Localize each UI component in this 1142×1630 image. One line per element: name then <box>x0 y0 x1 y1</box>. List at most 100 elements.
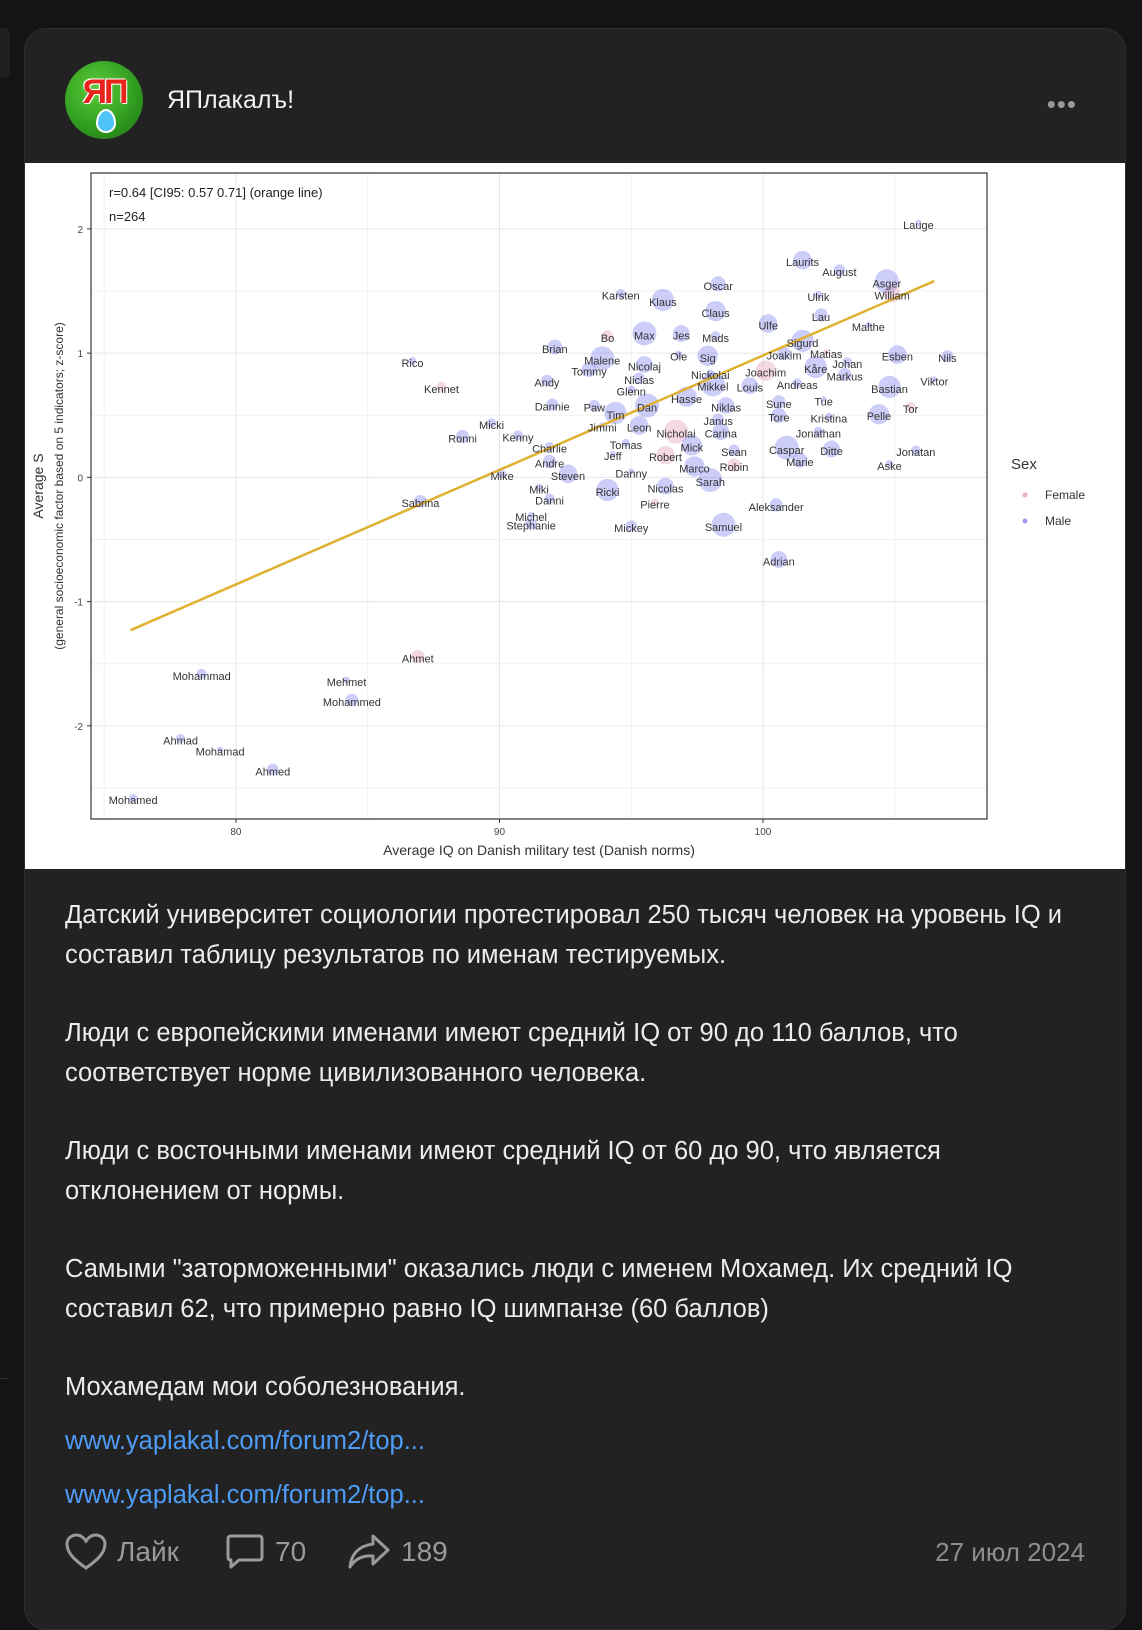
point-label: Jonathan <box>796 429 841 441</box>
comment-icon <box>226 1534 264 1569</box>
data-point <box>814 291 823 299</box>
data-point <box>833 264 846 276</box>
point-label: Ditte <box>820 446 843 458</box>
point-label: Esben <box>882 352 913 364</box>
point-label: Carina <box>705 429 738 441</box>
y-tick-label: 2 <box>77 225 83 236</box>
point-label: Danni <box>535 496 564 508</box>
data-point <box>777 346 791 360</box>
point-label: Ahmad <box>163 735 198 747</box>
legend-label: Male <box>1045 514 1071 528</box>
x-axis-label: Average IQ on Danish military test (Dani… <box>383 842 695 858</box>
data-point <box>542 454 557 469</box>
more-options-icon[interactable]: ••• <box>1046 89 1077 119</box>
point-label: William <box>874 291 909 303</box>
point-label: Lauge <box>903 220 934 232</box>
share-button[interactable]: 189 <box>347 1533 448 1571</box>
point-label: Nicolas <box>647 483 684 495</box>
comments-button[interactable]: 70 <box>225 1533 306 1571</box>
data-point <box>911 445 921 456</box>
source-link[interactable]: www.yaplakal.com/forum2/top... <box>65 1481 425 1509</box>
data-point <box>771 407 787 423</box>
data-point <box>604 401 627 425</box>
data-point <box>601 330 614 342</box>
point-label: Asger <box>872 278 901 290</box>
data-point <box>629 416 649 435</box>
data-point <box>941 350 954 362</box>
data-point <box>823 349 830 356</box>
point-label: Mohammad <box>173 671 231 683</box>
point-label: Ricki <box>596 487 620 499</box>
point-label: Stephanie <box>506 521 556 533</box>
data-point <box>657 477 674 495</box>
data-point <box>705 300 726 322</box>
point-label: Mads <box>702 333 729 345</box>
data-point <box>868 404 890 425</box>
point-label: Dan <box>637 403 657 415</box>
point-label: Sarah <box>696 477 725 489</box>
source-link[interactable]: www.yaplakal.com/forum2/top... <box>65 1427 425 1455</box>
data-point <box>681 435 703 456</box>
point-label: Markus <box>827 371 864 383</box>
post-footer: Лайк 70 189 27 июл 2024 <box>65 1533 1085 1583</box>
point-label: Ole <box>670 352 687 364</box>
data-point <box>717 397 735 414</box>
point-label: Kristina <box>811 414 849 426</box>
share-arrow-icon <box>348 1534 390 1569</box>
data-point <box>546 398 559 411</box>
data-point <box>627 385 636 394</box>
point-label: Jeff <box>604 451 622 463</box>
point-label: Aske <box>877 461 901 473</box>
like-label: Лайк <box>117 1536 179 1567</box>
point-label: Bastian <box>871 384 908 396</box>
point-label: Rico <box>401 358 423 370</box>
data-point <box>625 520 637 532</box>
point-label: Nickolai <box>691 370 730 382</box>
point-label: Nicholai <box>656 429 695 441</box>
point-label: August <box>822 267 856 279</box>
point-label: Sune <box>766 399 792 411</box>
data-point <box>838 367 852 382</box>
channel-name[interactable]: ЯПлакалъ! <box>167 86 295 114</box>
point-label: Mike <box>490 471 513 483</box>
post-image-chart[interactable]: 80 90 100 -2 -1 0 1 2 Lauge Laurits August Asger Wil… <box>25 163 1125 869</box>
data-point <box>609 450 616 457</box>
data-point <box>684 456 705 477</box>
post-paragraph: Мохамедам мои соболезнования. <box>65 1373 466 1401</box>
point-label: Micki <box>479 420 504 432</box>
point-label: Pelle <box>867 411 891 423</box>
point-label: Aleksander <box>749 502 804 514</box>
channel-avatar[interactable]: ЯП <box>65 61 143 139</box>
point-label: Oscar <box>704 281 734 293</box>
point-label: Jimmi <box>588 422 617 434</box>
data-point <box>175 733 186 744</box>
data-point <box>674 350 683 359</box>
point-label: Nils <box>938 353 957 365</box>
y-tick-label: -1 <box>74 598 83 609</box>
avatar-logo-text: ЯП <box>82 73 129 111</box>
point-label: Miki <box>529 485 549 497</box>
point-label: Ulfe <box>758 321 778 333</box>
point-label: Robin <box>720 462 749 474</box>
data-point <box>741 377 759 395</box>
chart-annotation: n=264 <box>109 209 146 224</box>
data-point <box>590 346 615 371</box>
data-point <box>698 468 723 493</box>
data-point <box>581 361 597 377</box>
point-label: Tor <box>903 404 919 416</box>
data-point <box>712 413 724 425</box>
data-point <box>408 356 417 365</box>
data-point <box>842 357 853 367</box>
data-point <box>267 763 279 776</box>
point-label: Mick <box>681 442 704 454</box>
point-label: Samuel <box>705 522 742 534</box>
point-label: Brian <box>542 344 568 356</box>
data-point <box>885 460 894 468</box>
point-label: Kennet <box>424 384 459 396</box>
data-point <box>728 444 740 456</box>
like-button[interactable]: Лайк <box>65 1533 179 1571</box>
point-label: Andre <box>535 458 564 470</box>
data-point <box>931 376 938 383</box>
point-label: Glenn <box>617 386 646 398</box>
data-point <box>820 396 827 403</box>
